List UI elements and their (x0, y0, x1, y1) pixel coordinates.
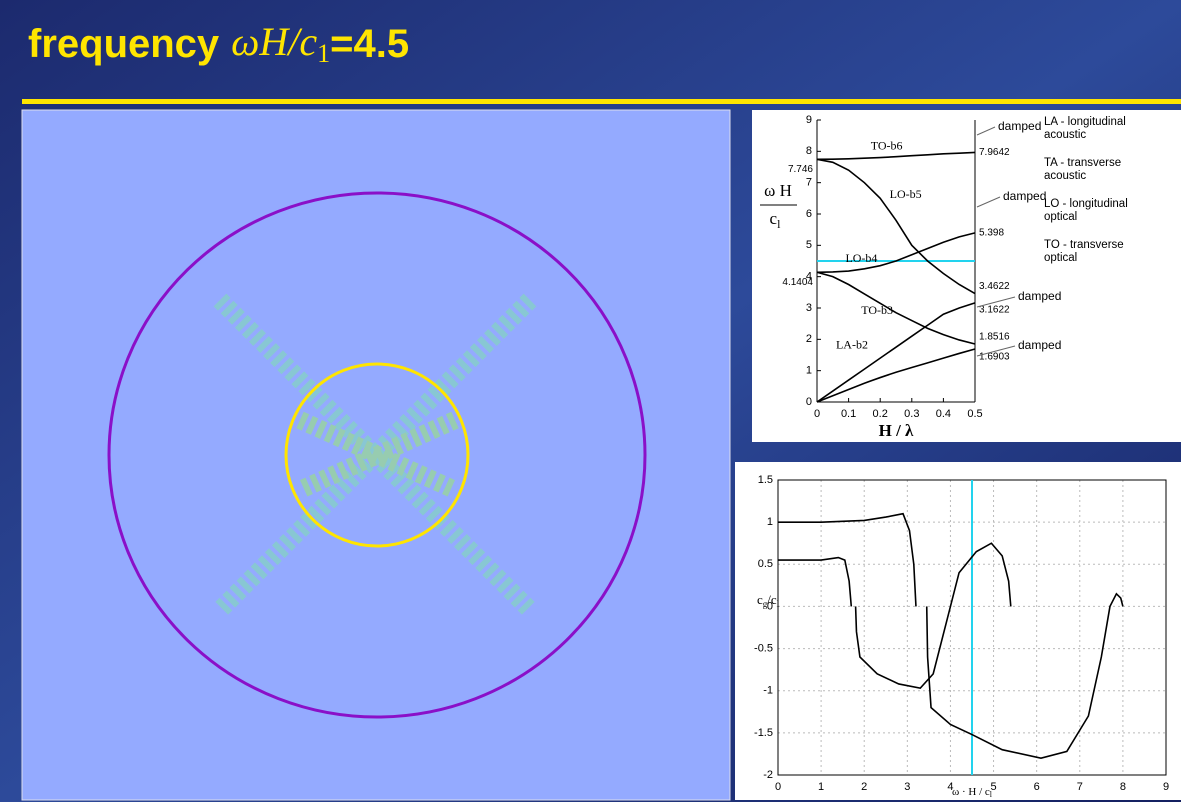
y-tick-label: 5 (806, 239, 812, 251)
y-tick-label: -1 (763, 685, 773, 697)
x-tick-label: 9 (1163, 781, 1169, 793)
value-label: 3.1622 (979, 305, 1010, 316)
note: optical (1044, 252, 1077, 264)
curve-label: LO-b5 (890, 187, 922, 201)
y-tick-label: 1 (806, 365, 812, 377)
curve-label: LO-b4 (845, 251, 877, 265)
title-rest: =4.5 (330, 22, 409, 66)
slide: frequencyωH/c1=4.5 012345678900.10.20.30… (0, 0, 1181, 802)
y-tick-label: 8 (806, 145, 812, 157)
x-tick-label: 6 (1034, 781, 1040, 793)
y-axis-label: ω H (764, 181, 792, 200)
x-tick-label: 0 (814, 408, 820, 420)
page: frequencyωH/c1=4.5 012345678900.10.20.30… (0, 0, 1181, 802)
annotation: damped (1003, 189, 1046, 203)
x-tick-label: 3 (904, 781, 910, 793)
x-axis-label: ω · H / cl (952, 786, 993, 799)
y-tick-label: 9 (806, 114, 812, 126)
y-tick-label: 0.5 (758, 558, 773, 570)
x-tick-label: 8 (1120, 781, 1126, 793)
value-label: 4.1404 (782, 277, 813, 288)
value-label: 3.4622 (979, 281, 1010, 292)
note: LA - longitudinal (1044, 116, 1126, 128)
value-label: 1.8516 (979, 332, 1010, 343)
x-tick-label: 0.3 (904, 408, 919, 420)
y-tick-label: -2 (763, 769, 773, 781)
note: optical (1044, 211, 1077, 223)
annotation: damped (1018, 289, 1061, 303)
x-axis-label: H / λ (879, 421, 914, 440)
value-label: 7.746 (788, 164, 813, 175)
x-tick-label: 0.5 (967, 408, 982, 420)
x-tick-label: 7 (1077, 781, 1083, 793)
title-math: ωH/c (231, 19, 317, 64)
note: LO - longitudinal (1044, 198, 1128, 210)
title-rule (22, 99, 1181, 104)
note: acoustic (1044, 129, 1086, 141)
value-label: 7.9642 (979, 147, 1010, 158)
x-tick-label: 0.2 (873, 408, 888, 420)
title-word: frequency (28, 22, 220, 66)
value-label: 5.398 (979, 228, 1004, 239)
y-tick-label: 3 (806, 302, 812, 314)
x-tick-label: 1 (818, 781, 824, 793)
note: TA - transverse (1044, 157, 1121, 169)
y-tick-label: -1.5 (754, 727, 773, 739)
y-tick-label: 6 (806, 208, 812, 220)
x-tick-label: 0 (775, 781, 781, 793)
y-tick-label: 0 (806, 396, 812, 408)
y-tick-label: 1.5 (758, 474, 773, 486)
annotation: damped (998, 119, 1041, 133)
curve-label: TO-b3 (861, 303, 893, 317)
y-tick-label: 1 (767, 516, 773, 528)
x-tick-label: 0.1 (841, 408, 856, 420)
y-tick-label: 2 (806, 333, 812, 345)
x-tick-label: 0.4 (936, 408, 951, 420)
value-label: 1.6903 (979, 352, 1010, 363)
annotation: damped (1018, 338, 1061, 352)
y-tick-label: -0.5 (754, 642, 773, 654)
y-axis-label: cg/cl (757, 592, 780, 609)
panel-velocity (735, 462, 1181, 800)
x-axis-label-main: ω · H / c (952, 786, 990, 798)
x-tick-label: 2 (861, 781, 867, 793)
curve-label: LA-b2 (836, 337, 868, 351)
note: TO - transverse (1044, 239, 1124, 251)
note: acoustic (1044, 170, 1086, 182)
y-axis-label-b: /c (767, 592, 777, 607)
curve-label: TO-b6 (871, 138, 903, 152)
title-sub: 1 (317, 39, 330, 68)
y-tick-label: 7 (806, 177, 812, 189)
